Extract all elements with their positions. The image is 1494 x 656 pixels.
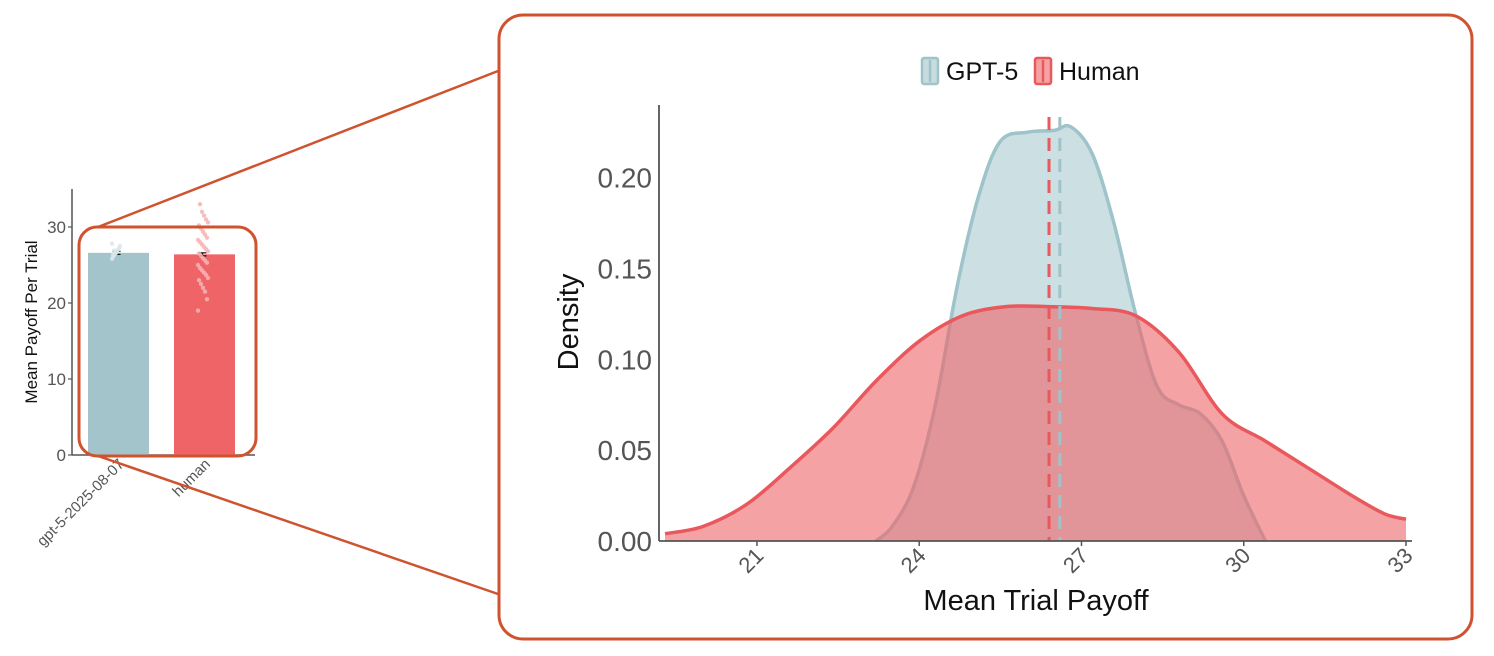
density-xlabel: Mean Trial Payoff bbox=[923, 585, 1149, 617]
bar-x-tick-label: gpt-5-2025-08-07 bbox=[34, 456, 128, 550]
human-point bbox=[198, 281, 204, 287]
bar-y-ticks: 0 10 20 30 bbox=[47, 218, 72, 465]
human-point bbox=[199, 209, 205, 214]
zoom-connector-bottom bbox=[97, 454, 499, 596]
human-point bbox=[203, 217, 209, 222]
bars bbox=[88, 250, 235, 455]
human-point bbox=[196, 278, 202, 283]
human-point bbox=[204, 297, 210, 302]
human-point bbox=[202, 289, 208, 294]
human-point bbox=[196, 251, 202, 256]
human-point bbox=[201, 213, 207, 218]
density-y-tick-label: 0.00 bbox=[598, 526, 653, 557]
legend: GPT-5 Human bbox=[920, 56, 1140, 86]
zoom-connector-top bbox=[97, 69, 499, 229]
human-point bbox=[195, 237, 201, 243]
bar-gpt5 bbox=[88, 252, 149, 455]
bar-chart: Mean Payoff Per Trial 0 10 20 30 gpt-5-2025… bbox=[22, 189, 258, 550]
density-y-ticks: 0.00 0.05 0.10 0.15 0.20 bbox=[598, 163, 653, 557]
mean-lines bbox=[1047, 117, 1062, 541]
human-point bbox=[195, 262, 201, 268]
density-area-human bbox=[665, 305, 1406, 541]
human-point bbox=[197, 202, 203, 207]
bar-y-tick-label: 20 bbox=[47, 294, 66, 313]
density-ylabel: Density bbox=[553, 273, 585, 370]
bar-y-tick-label: 0 bbox=[57, 446, 66, 465]
gpt-point bbox=[109, 241, 115, 246]
human-point bbox=[200, 285, 206, 290]
bar-x-ticks: gpt-5-2025-08-07 human bbox=[34, 456, 214, 550]
density-y-tick-label: 0.20 bbox=[598, 163, 653, 194]
density-y-tick-label: 0.15 bbox=[598, 254, 653, 285]
zoom-highlight-box bbox=[77, 225, 258, 458]
density-panel: GPT-5 Human 0.000.050.100.150.20 21 24 27 3… bbox=[497, 13, 1474, 641]
bar-human bbox=[174, 254, 235, 455]
legend-key-gpt5 bbox=[920, 56, 940, 86]
bar-y-tick-label: 10 bbox=[47, 370, 66, 389]
bar-ylabel: Mean Payoff Per Trial bbox=[22, 240, 41, 403]
density-y-tick-label: 0.05 bbox=[598, 435, 653, 466]
gpt-point bbox=[110, 252, 116, 257]
legend-key-human bbox=[1033, 56, 1053, 86]
gpt-point bbox=[117, 243, 123, 249]
human-point bbox=[195, 308, 201, 313]
bar-jitter-points bbox=[109, 202, 211, 313]
density-y-tick-label: 0.10 bbox=[598, 344, 653, 375]
legend-label-gpt5: GPT-5 bbox=[946, 58, 1018, 86]
gpt-point bbox=[111, 248, 117, 253]
legend-label-human: Human bbox=[1059, 58, 1140, 86]
bar-y-tick-label: 30 bbox=[47, 218, 66, 237]
